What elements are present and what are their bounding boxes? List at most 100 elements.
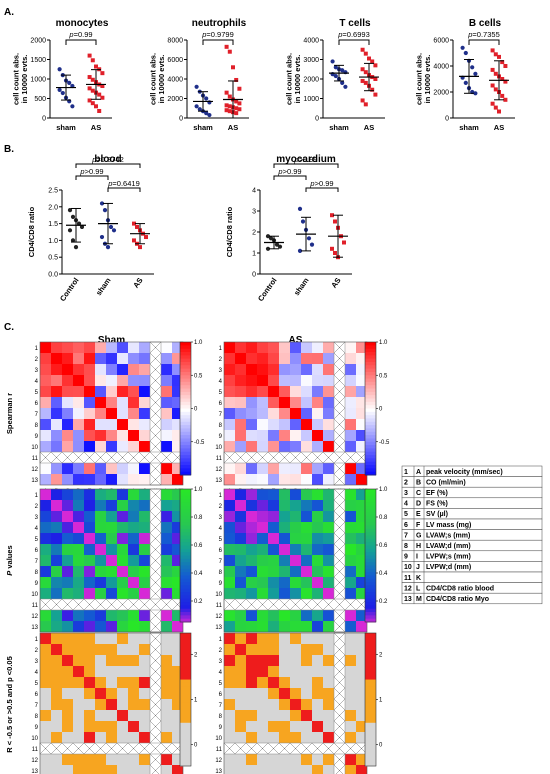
colorbar-segment (180, 706, 191, 710)
heatmap-cell (246, 533, 257, 544)
data-point (370, 59, 375, 64)
colorbar-segment (180, 405, 191, 409)
colorbar: 1.00.50-0.5 (179, 340, 205, 476)
heatmap-cell (268, 474, 279, 485)
hatch-mark (267, 742, 280, 755)
colorbar-segment (365, 438, 376, 443)
data-point (144, 235, 148, 240)
matrix-row-tick: 5 (35, 390, 39, 396)
heatmap-cell (312, 408, 323, 419)
hatch-mark (72, 742, 85, 755)
hatch-mark (245, 742, 258, 755)
colorbar-segment (365, 528, 376, 533)
colorbar-segment (180, 348, 191, 353)
hatch-mark (333, 687, 346, 700)
colorbar-segment (180, 418, 191, 423)
heatmap-cell (224, 621, 235, 632)
colorbar-segment (180, 762, 191, 767)
heatmap-cell (106, 364, 117, 375)
hatch-mark (267, 598, 280, 611)
colorbar-segment (180, 585, 191, 590)
colorbar-segment (180, 639, 191, 644)
heatmap-cell (224, 544, 235, 555)
heatmap-cell (51, 489, 62, 500)
heatmap-cell (62, 577, 73, 588)
heatmap-cell (106, 754, 117, 765)
heatmap-cell (257, 364, 268, 375)
heatmap-cell (290, 474, 301, 485)
data-point (490, 48, 495, 53)
heatmap-cell (51, 588, 62, 599)
colorbar-tick-label: 0.2 (379, 599, 388, 605)
hatch-mark (83, 598, 96, 611)
heatmap-cell (117, 566, 128, 577)
colorbar-segment (180, 602, 191, 606)
heatmap-cell (345, 699, 356, 710)
matrix-row-tick: 13 (31, 478, 38, 484)
data-point (100, 95, 105, 100)
colorbar-tick-label: 1.0 (379, 340, 388, 346)
heatmap-cell (117, 386, 128, 397)
heatmap-cell (301, 474, 312, 485)
hatch-mark (333, 620, 346, 633)
heatmap-cell (323, 765, 334, 774)
heatmap-cell (268, 655, 279, 666)
heatmap-cell (73, 441, 84, 452)
heatmap-cell (268, 397, 279, 408)
colorbar-segment (365, 458, 376, 463)
heatmap-cell (345, 588, 356, 599)
hatch-mark (278, 598, 291, 611)
y-tick-label: 1.0 (48, 238, 58, 245)
colorbar-segment (180, 605, 191, 610)
heatmap-cell (312, 353, 323, 364)
heatmap-cell (301, 419, 312, 430)
data-point (67, 208, 73, 213)
heatmap-cell (356, 419, 367, 430)
heatmap-cell (290, 655, 301, 666)
heatmap-cell (139, 666, 150, 677)
legend-row (401, 518, 543, 530)
colorbar-segment (365, 525, 376, 530)
heatmap-cell (268, 577, 279, 588)
hatch-mark (149, 341, 162, 354)
heatmap-cell (51, 754, 62, 765)
colorbar-segment (180, 431, 191, 436)
heatmap-cell (301, 732, 312, 743)
heatmap-cell (139, 566, 150, 577)
colorbar-segment (180, 428, 191, 433)
y-tick-label: 1000 (303, 96, 319, 103)
colorbar-segment (365, 652, 376, 657)
heatmap-cell (345, 544, 356, 555)
legend-letter: D (416, 501, 421, 508)
matrix-row-tick: 10 (31, 736, 38, 742)
heatmap-cell (312, 633, 323, 644)
hatch-mark (149, 643, 162, 656)
heatmap-cell (106, 688, 117, 699)
hatch-mark (61, 451, 74, 464)
data-point (309, 242, 315, 247)
hatch-mark (333, 742, 346, 755)
legend-letter: M (416, 596, 422, 603)
heatmap-spearman-as: 12345678910111213ABCDEFGHIJKLM (215, 341, 368, 495)
colorbar-segment (180, 679, 191, 684)
heatmap-cell (106, 342, 117, 353)
colorbar-segment (365, 759, 376, 764)
matrix-row-tick: 6 (35, 692, 39, 698)
heatmap-cell (268, 677, 279, 688)
colorbar-segment (180, 458, 191, 463)
colorbar-segment (365, 696, 376, 700)
heatmap-cell (128, 633, 139, 644)
heatmap-cell (356, 765, 367, 774)
heatmap-cell (51, 544, 62, 555)
colorbar-segment (365, 471, 376, 476)
matrix-row-tick: 2 (35, 357, 39, 363)
data-point (57, 67, 62, 72)
heatmap-cell (51, 419, 62, 430)
heatmap-cell (84, 397, 95, 408)
colorbar-segment (180, 568, 191, 573)
heatmap-cell (95, 511, 106, 522)
hatch-mark (160, 598, 173, 611)
colorbar-segment (180, 729, 191, 734)
legend-number: 12 (404, 585, 412, 592)
matrix-row-tick: 11 (32, 456, 39, 462)
